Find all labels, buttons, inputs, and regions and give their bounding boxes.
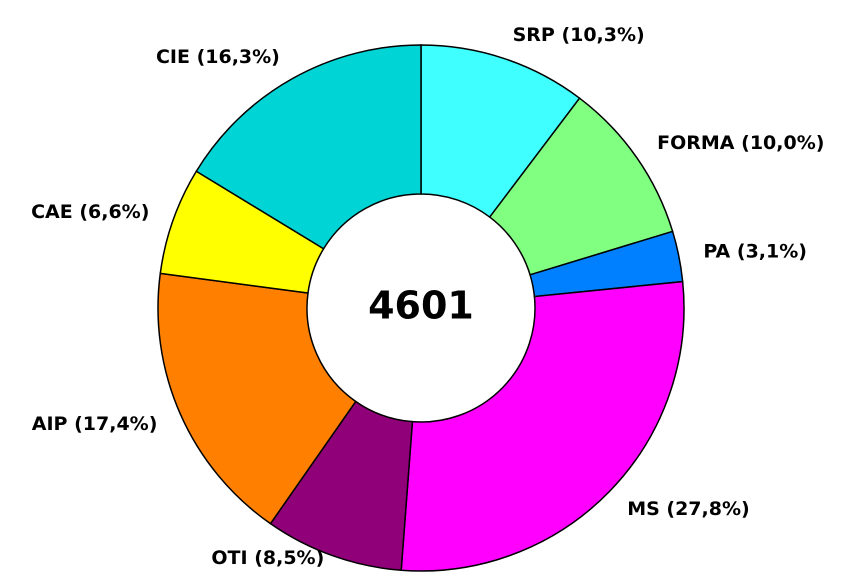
slice-label: SRP (10,3%) xyxy=(513,23,645,45)
slice-label: MS (27,8%) xyxy=(627,498,750,520)
slice-value: (27,8%) xyxy=(666,498,749,520)
slice-value: (10,3%) xyxy=(561,23,644,45)
slice-category: PA xyxy=(703,240,730,262)
donut-slice xyxy=(195,44,422,250)
donut-slice xyxy=(400,280,685,572)
slice-label: PA (3,1%) xyxy=(703,240,807,262)
slice-category: SRP xyxy=(513,23,555,45)
slice-value: (17,4%) xyxy=(74,413,157,435)
slice-value: (6,6%) xyxy=(79,201,149,223)
slice-category: OTI xyxy=(211,547,247,569)
center-total: 4601 xyxy=(368,284,474,328)
slice-label: FORMA (10,0%) xyxy=(657,132,824,154)
slice-value: (8,5%) xyxy=(254,547,324,569)
slice-category: AIP xyxy=(32,413,68,435)
slice-category: FORMA xyxy=(657,132,735,154)
slice-category: CAE xyxy=(31,201,73,223)
slice-label: AIP (17,4%) xyxy=(32,413,158,435)
donut-slice xyxy=(157,272,357,525)
slice-value: (3,1%) xyxy=(737,240,807,262)
slice-value: (10,0%) xyxy=(741,132,824,154)
slice-label: CIE (16,3%) xyxy=(156,45,280,67)
slice-category: CIE xyxy=(156,45,190,67)
slice-label: OTI (8,5%) xyxy=(211,547,324,569)
slice-category: MS xyxy=(627,498,660,520)
slice-label: CAE (6,6%) xyxy=(31,201,149,223)
slice-value: (16,3%) xyxy=(197,45,280,67)
